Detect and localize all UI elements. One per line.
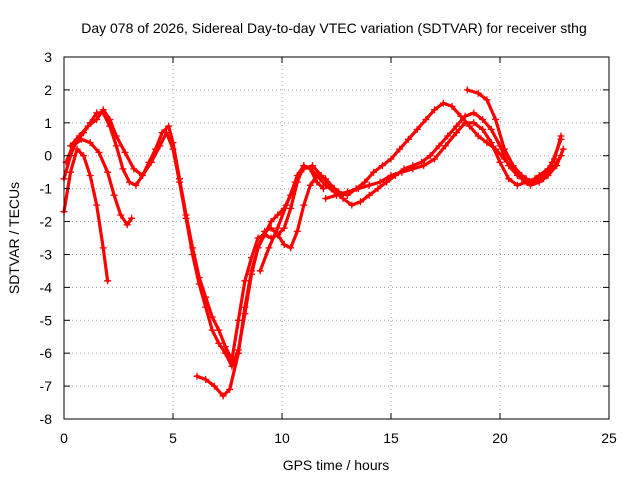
x-tick-label: 25 xyxy=(601,430,617,446)
data-series-8 xyxy=(463,86,565,186)
series-trace xyxy=(68,108,345,368)
y-tick-label: -8 xyxy=(40,411,53,427)
x-tick-label: 20 xyxy=(492,430,508,446)
axis-ticks xyxy=(63,56,610,420)
data-series-layer xyxy=(60,86,567,400)
y-tick-label: -2 xyxy=(40,214,53,230)
y-tick-label: -3 xyxy=(40,246,53,262)
y-tick-label: -1 xyxy=(40,181,53,197)
series-markers xyxy=(322,119,565,202)
x-tick-label: 10 xyxy=(274,430,290,446)
y-tick-label: -6 xyxy=(40,345,53,361)
data-series-4 xyxy=(67,106,347,370)
series-markers xyxy=(67,106,347,370)
data-series-6 xyxy=(256,99,567,275)
x-tick-label: 0 xyxy=(60,430,68,446)
y-tick-label: 1 xyxy=(44,115,52,131)
y-tick-label: -5 xyxy=(40,312,53,328)
grid-lines xyxy=(64,57,609,419)
series-trace xyxy=(324,121,563,201)
series-trace xyxy=(62,147,110,283)
y-tick-label: 3 xyxy=(44,49,52,65)
y-axis-label: SDTVAR / TECUs xyxy=(6,182,22,294)
chart-title: Day 078 of 2026, Sidereal Day-to-day VTE… xyxy=(81,20,587,36)
x-axis-label: GPS time / hours xyxy=(283,457,390,473)
y-tick-labels: -8 -7 -6 -5 -4 -3 -2 -1 0 1 2 3 xyxy=(40,49,53,427)
series-markers xyxy=(256,99,567,275)
series-trace xyxy=(465,88,563,184)
series-markers xyxy=(463,86,565,186)
y-tick-label: -7 xyxy=(40,378,53,394)
x-tick-labels: 0 5 10 15 20 25 xyxy=(60,430,617,446)
plot-frame xyxy=(63,56,610,420)
y-tick-label: 2 xyxy=(44,82,52,98)
data-series-7 xyxy=(322,119,565,202)
x-tick-label: 5 xyxy=(169,430,177,446)
data-series-1 xyxy=(60,145,112,285)
x-tick-label: 15 xyxy=(383,430,399,446)
y-tick-label: 0 xyxy=(44,148,52,164)
y-tick-label: -4 xyxy=(40,279,53,295)
series-trace xyxy=(195,111,563,398)
